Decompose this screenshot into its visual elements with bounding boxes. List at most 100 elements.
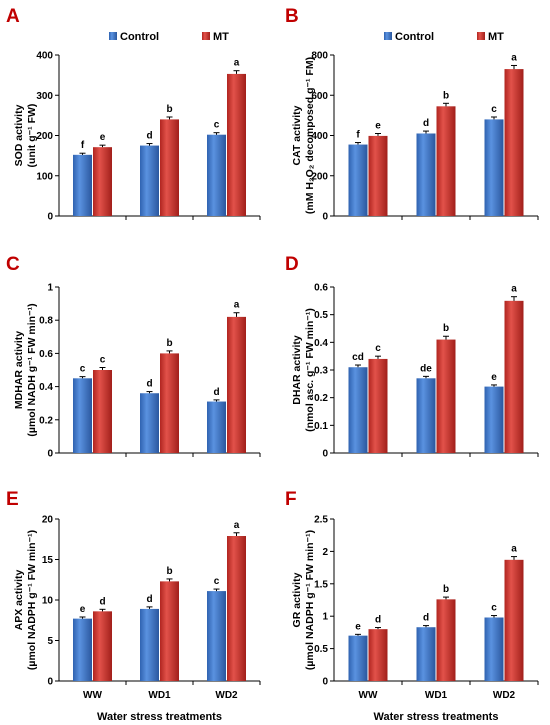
significance-label: c: [214, 576, 220, 587]
panel-a: A 0 100 200 300 400 f e d b c a SOD activity (unit g⁻…: [6, 6, 261, 223]
y-tick-label: 2.5: [314, 515, 328, 526]
y-tick-label: 600: [311, 91, 328, 102]
y-tick-label: 0.2: [39, 415, 53, 426]
panel-d: D 0 0.1 0.2 0.3 0.4 0.5 0.6 cdc de b e a DHAR activit…: [285, 254, 539, 460]
mt-bar: [504, 69, 524, 217]
x-axis-title: Water stress treatments: [97, 711, 222, 723]
y-axis-label: (mM H₂O₂ decomposed g⁻¹ FM): [304, 57, 316, 214]
y-tick-label: 1: [322, 612, 328, 623]
significance-label: e: [100, 132, 106, 143]
mt-bar: [368, 135, 388, 216]
y-tick-label: 15: [42, 555, 54, 566]
y-tick-label: 0: [47, 212, 53, 223]
significance-label: de: [420, 363, 432, 374]
significance-label: f: [81, 140, 85, 151]
significance-label: c: [100, 355, 106, 366]
y-axis-label: (unit g⁻¹ FW): [26, 104, 38, 168]
y-tick-label: 2: [322, 547, 328, 558]
significance-label: c: [214, 120, 220, 131]
control-bar: [484, 119, 504, 216]
panel-f: F 0 0.5 1 1.5 2 2.5 WW e d WD1 d b WD2 c a GR activity (µ…: [285, 489, 539, 723]
control-bar: [207, 134, 226, 216]
y-tick-label: 0.8: [39, 316, 53, 327]
panel-e: E 0 5 10 15 20 WW e d WD1 d b WD2 c a APX activity (µmol…: [6, 489, 261, 723]
significance-label: d: [375, 615, 381, 626]
y-axis-label: SOD activity: [13, 104, 25, 166]
y-tick-label: 200: [36, 131, 53, 142]
y-axis-label: (µmol NADH g⁻¹ FW min⁻¹): [26, 303, 38, 436]
mt-bar: [160, 353, 179, 453]
control-legend-swatch: [384, 32, 392, 40]
y-tick-label: 400: [36, 51, 53, 62]
control-bar: [140, 145, 159, 216]
y-tick-label: 800: [311, 51, 328, 62]
y-tick-label: 0: [322, 449, 328, 460]
control-bar: [416, 378, 436, 453]
y-axis-label: DHAR activity: [291, 335, 303, 405]
panel-letter: A: [6, 6, 20, 27]
x-axis-title: Water stress treatments: [374, 711, 499, 723]
y-tick-label: 5: [47, 636, 53, 647]
significance-label: e: [355, 621, 361, 632]
y-tick-label: 1.5: [314, 579, 328, 590]
x-category-label: WW: [83, 690, 102, 701]
significance-label: a: [511, 284, 517, 295]
significance-label: a: [511, 544, 517, 555]
panel-b: B 0 200 400 600 800 f e d b c a CAT activity (mM H₂O₂…: [285, 6, 539, 223]
x-category-label: WD2: [215, 690, 238, 701]
panel-letter: D: [285, 254, 299, 275]
mt-bar: [93, 147, 112, 216]
mt-bar: [504, 559, 524, 681]
y-tick-label: 300: [36, 91, 53, 102]
control-bar: [73, 378, 92, 453]
y-axis-label: (µmol NADPH g⁻¹ FW min⁻¹): [26, 530, 38, 670]
control-bar: [73, 154, 92, 216]
panel-c: C 0 0.2 0.4 0.6 0.8 1 c c d b d a MDHAR activity (µmol…: [6, 254, 261, 460]
y-axis-label: (µmol NADPH g⁻¹ FW min⁻¹): [304, 530, 316, 670]
x-category-label: WD1: [425, 690, 448, 701]
y-tick-label: 20: [42, 515, 54, 526]
y-tick-label: 0: [47, 677, 53, 688]
control-bar: [484, 386, 504, 453]
significance-label: e: [375, 120, 381, 131]
mt-bar: [160, 119, 179, 216]
y-tick-label: 0.6: [39, 349, 53, 360]
control-bar: [140, 393, 159, 453]
legend-label: MT: [213, 31, 229, 43]
significance-label: c: [491, 603, 497, 614]
significance-label: c: [491, 104, 497, 115]
legend-label: Control: [120, 31, 159, 43]
significance-label: b: [443, 90, 449, 101]
y-axis-label: GR activity: [291, 572, 303, 627]
x-category-label: WW: [359, 690, 378, 701]
significance-label: cd: [352, 352, 364, 363]
significance-label: a: [234, 58, 240, 69]
mt-bar: [436, 339, 456, 453]
x-category-label: WD2: [493, 690, 516, 701]
significance-label: b: [166, 104, 172, 115]
significance-label: d: [146, 594, 152, 605]
mt-bar: [160, 581, 179, 681]
mt-legend-swatch: [202, 32, 210, 40]
y-tick-label: 0: [322, 677, 328, 688]
y-tick-label: 0: [47, 449, 53, 460]
panel-letter: B: [285, 6, 299, 27]
significance-label: d: [423, 118, 429, 129]
y-tick-label: 1: [47, 283, 53, 294]
significance-label: e: [80, 604, 86, 615]
significance-label: b: [443, 584, 449, 595]
significance-label: d: [146, 379, 152, 390]
mt-bar: [436, 599, 456, 681]
y-axis-label: APX activity: [13, 569, 25, 630]
control-bar: [207, 401, 226, 453]
significance-label: d: [423, 613, 429, 624]
legend-label: MT: [488, 31, 504, 43]
significance-label: c: [375, 343, 381, 354]
control-bar: [484, 617, 504, 681]
control-legend-swatch: [109, 32, 117, 40]
y-tick-label: 0.4: [314, 338, 328, 349]
control-bar: [416, 133, 436, 216]
y-tick-label: 0: [322, 212, 328, 223]
